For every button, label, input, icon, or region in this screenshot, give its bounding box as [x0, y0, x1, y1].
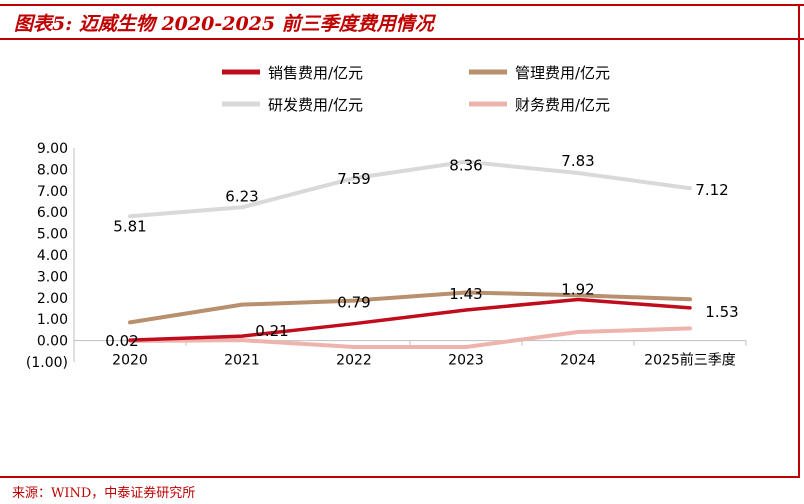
top-rule	[0, 4, 804, 6]
right-frame-rule	[798, 4, 800, 478]
data-label-sales: 0.79	[337, 294, 370, 312]
series-line-rd	[128, 159, 692, 219]
y-tick-label: 1.00	[37, 312, 68, 328]
data-label-sales: 1.53	[705, 303, 738, 321]
legend-label-fin: 财务费用/亿元	[515, 96, 610, 114]
x-tick-label: 2021	[224, 353, 260, 369]
y-tick-label: 3.00	[37, 269, 68, 285]
data-label-sales: 1.43	[449, 285, 482, 303]
data-label-rd: 7.83	[561, 152, 594, 170]
y-tick-label: 8.00	[37, 162, 68, 178]
x-tick-label: 2022	[336, 353, 372, 369]
y-tick-label: 2.00	[37, 291, 68, 307]
data-label-rd: 7.59	[337, 170, 370, 188]
data-label-sales: 0.02	[105, 332, 138, 350]
y-tick-label: 0.00	[37, 334, 68, 350]
x-tick-label: 2025前三季度	[644, 352, 736, 369]
figure-title: 图表5: 迈威生物 2020-2025 前三季度费用情况	[14, 13, 434, 35]
y-tick-label: 7.00	[37, 184, 68, 200]
y-tick-label: 6.00	[37, 205, 68, 221]
series-line-mgmt	[128, 290, 692, 325]
x-tick-label: 2023	[448, 353, 484, 369]
data-label-rd: 6.23	[225, 187, 258, 205]
line-chart: (1.00) 0.00 1.00 2.00 3.00 4.00 5.00 6.00 7.00 8.…	[26, 64, 747, 371]
y-tick-label: 9.00	[37, 141, 68, 157]
x-tick-label: 2024	[560, 353, 596, 369]
x-tick-label: 2020	[112, 353, 148, 369]
data-label-sales: 0.21	[255, 322, 288, 340]
legend-label-mgmt: 管理费用/亿元	[515, 64, 610, 82]
title-rule	[0, 38, 804, 40]
data-label-rd: 7.12	[695, 181, 728, 199]
data-label-rd: 8.36	[449, 157, 482, 175]
series-line-sales	[128, 297, 692, 342]
data-label-rd: 5.81	[113, 217, 146, 235]
legend-label-sales: 销售费用/亿元	[268, 64, 363, 82]
y-tick-label: 5.00	[37, 227, 68, 243]
series-line-fin	[128, 326, 692, 350]
y-tick-label: 4.00	[37, 248, 68, 264]
source-note: 来源：WIND，中泰证券研究所	[12, 486, 196, 501]
y-tick-label: (1.00)	[26, 355, 68, 371]
bottom-rule	[0, 476, 800, 478]
data-label-sales: 1.92	[561, 281, 594, 299]
legend-label-rd: 研发费用/亿元	[268, 96, 363, 114]
